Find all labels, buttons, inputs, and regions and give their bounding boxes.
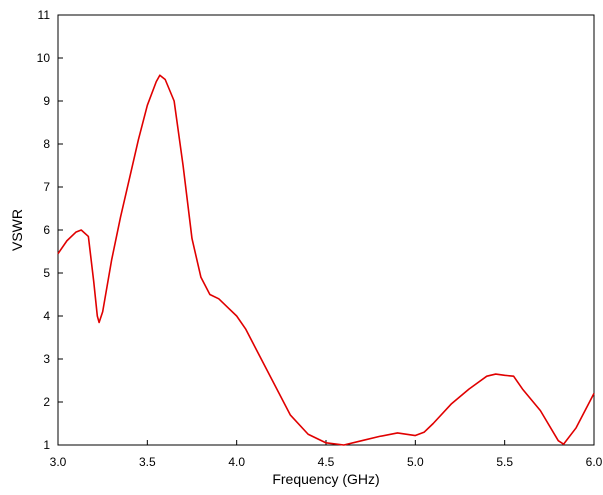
y-tick-label: 2 — [43, 395, 50, 409]
x-tick-label: 4.0 — [228, 455, 245, 469]
y-axis-title: VSWR — [9, 209, 25, 251]
x-tick-label: 3.5 — [139, 455, 156, 469]
y-tick-label: 3 — [43, 352, 50, 366]
x-tick-label: 4.5 — [318, 455, 335, 469]
y-tick-label: 4 — [43, 309, 50, 323]
x-tick-label: 6.0 — [586, 455, 603, 469]
x-tick-label: 5.0 — [407, 455, 424, 469]
x-tick-label: 5.5 — [496, 455, 513, 469]
y-tick-label: 1 — [43, 438, 50, 452]
data-line — [57, 74, 595, 446]
x-axis-title: Frequency (GHz) — [272, 471, 379, 487]
y-tick-label: 7 — [43, 180, 50, 194]
y-tick-label: 8 — [43, 137, 50, 151]
x-tick-label: 3.0 — [50, 455, 67, 469]
y-tick-label: 10 — [37, 51, 51, 65]
y-tick-label: 9 — [43, 94, 50, 108]
plot-frame — [57, 14, 595, 446]
y-tick-label: 11 — [38, 8, 51, 22]
y-tick-label: 5 — [43, 266, 50, 280]
y-tick-label: 6 — [43, 223, 50, 237]
